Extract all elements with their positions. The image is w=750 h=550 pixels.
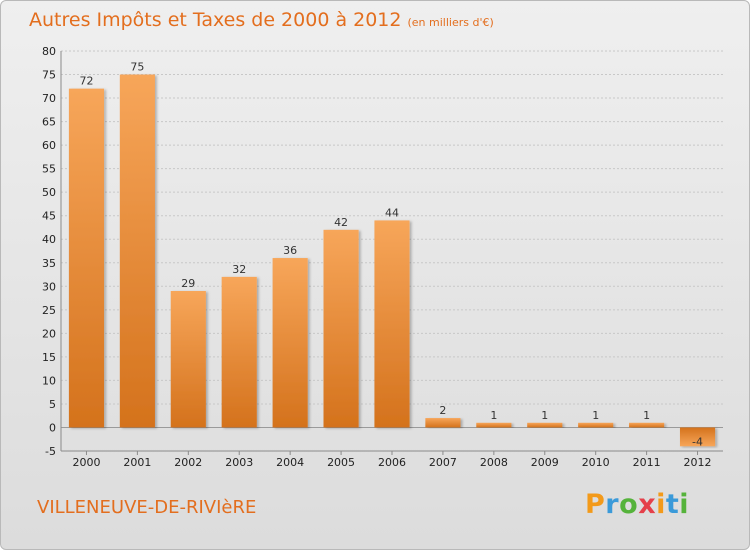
- y-tick-label: 60: [42, 139, 56, 152]
- y-tick-label: 75: [42, 69, 56, 82]
- bar-2006[interactable]: [374, 220, 410, 428]
- bar-layer: [68, 74, 716, 447]
- x-tick-label: 2012: [684, 456, 712, 469]
- y-tick-label: 30: [42, 280, 56, 293]
- x-tick-label: 2004: [276, 456, 304, 469]
- y-tick-label: 35: [42, 257, 56, 270]
- y-tick-label: 55: [42, 163, 56, 176]
- data-label-2008: 1: [490, 409, 497, 422]
- x-tick-label: 2002: [174, 456, 202, 469]
- logo-letter: P: [585, 489, 606, 520]
- y-tick-label: 15: [42, 351, 56, 364]
- axis-layer: -5 0 5 10 15 20 25 30 35 40 45 50 55 60 65 70 75 80 2000 20…: [42, 45, 723, 469]
- logo-letter: i: [679, 489, 690, 520]
- data-label-2007: 2: [439, 404, 446, 417]
- y-tick-label: 40: [42, 233, 56, 246]
- y-tick-label: 65: [42, 116, 56, 129]
- y-tick-label: 25: [42, 304, 56, 317]
- data-label-2000: 72: [79, 75, 93, 88]
- data-label-2006: 44: [385, 206, 399, 219]
- logo-letter: i: [656, 489, 666, 520]
- bar-2009[interactable]: [527, 422, 563, 428]
- bar-2004[interactable]: [272, 258, 308, 428]
- bar-2012[interactable]: [679, 427, 716, 447]
- proxiti-logo[interactable]: Proxiti: [585, 489, 689, 520]
- y-tick-label: 45: [42, 210, 56, 223]
- bar-2003[interactable]: [221, 276, 257, 428]
- logo-letter: t: [665, 489, 680, 520]
- x-tick-label: 2001: [123, 456, 151, 469]
- bar-2010[interactable]: [578, 422, 614, 428]
- x-tick-label: 2003: [225, 456, 253, 469]
- data-label-2003: 32: [232, 263, 246, 276]
- chart-unit: (en milliers d'€): [407, 16, 494, 29]
- data-label-2002: 29: [181, 277, 195, 290]
- y-tick-label: 0: [49, 421, 56, 434]
- logo-letter: r: [605, 489, 620, 520]
- data-label-2012: -4: [692, 435, 703, 448]
- y-tick-label: 80: [42, 45, 56, 58]
- bar-2011[interactable]: [629, 422, 665, 428]
- data-label-2004: 36: [283, 244, 297, 257]
- x-tick-label: 2005: [327, 456, 355, 469]
- bar-2002[interactable]: [170, 291, 206, 428]
- data-label-2005: 42: [334, 216, 348, 229]
- town-name: VILLENEUVE-DE-RIVIèRE: [37, 497, 257, 518]
- chart-title: Autres Impôts et Taxes de 2000 à 2012 (en…: [29, 9, 494, 31]
- bar-2000[interactable]: [68, 88, 105, 428]
- label-layer: 72 75 29 32 36 42 44 2 1 1 1 1 -4: [79, 61, 703, 449]
- data-label-2001: 75: [130, 61, 144, 74]
- x-tick-label: 2007: [429, 456, 457, 469]
- y-tick-label: -5: [45, 445, 56, 458]
- bar-2005[interactable]: [323, 229, 359, 428]
- y-tick-label: 5: [49, 398, 56, 411]
- y-tick-label: 10: [42, 374, 56, 387]
- x-tick-label: 2009: [531, 456, 559, 469]
- x-tick-label: 2011: [633, 456, 661, 469]
- y-tick-label: 50: [42, 186, 56, 199]
- y-tick-label: 20: [42, 327, 56, 340]
- data-label-2009: 1: [541, 409, 548, 422]
- bar-2001[interactable]: [119, 74, 155, 428]
- logo-letter: x: [638, 489, 657, 520]
- data-label-2011: 1: [643, 409, 650, 422]
- chart-title-text: Autres Impôts et Taxes de 2000 à 2012: [29, 9, 402, 31]
- x-tick-label: 2008: [480, 456, 508, 469]
- bar-2008[interactable]: [476, 422, 512, 428]
- x-tick-label: 2006: [378, 456, 406, 469]
- bar-2007[interactable]: [425, 418, 461, 428]
- x-tick-label: 2000: [72, 456, 100, 469]
- y-tick-label: 70: [42, 92, 56, 105]
- data-label-2010: 1: [592, 409, 599, 422]
- logo-letter: o: [619, 489, 639, 520]
- x-tick-label: 2010: [582, 456, 610, 469]
